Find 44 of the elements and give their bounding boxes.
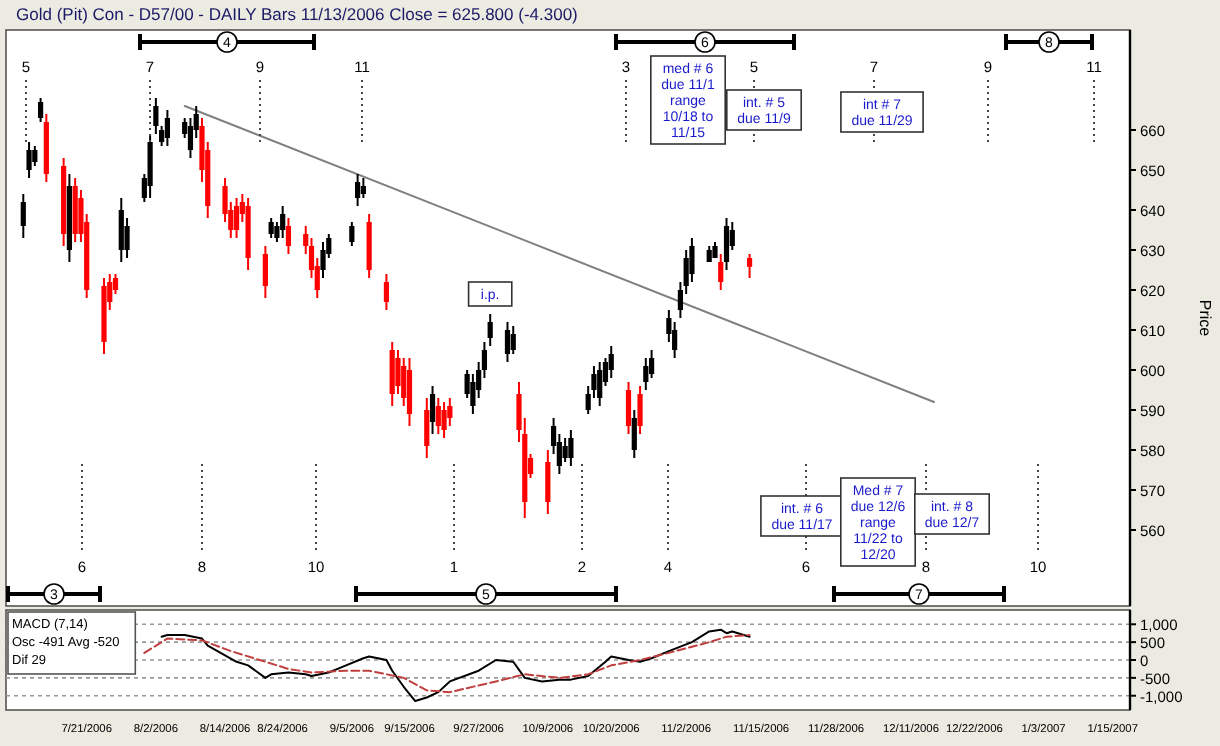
candlestick — [285, 217, 292, 255]
candlestick — [637, 385, 643, 435]
candlestick — [280, 205, 286, 239]
candlestick — [597, 361, 603, 407]
candlestick — [435, 397, 441, 435]
candlestick — [487, 313, 493, 347]
candlestick — [568, 429, 574, 467]
candlestick — [424, 397, 430, 459]
candlestick — [262, 245, 268, 299]
candlestick — [545, 449, 551, 515]
candlestick — [118, 197, 124, 263]
candlestick — [349, 221, 355, 247]
candlestick — [723, 217, 730, 271]
candlestick — [643, 357, 649, 391]
candlestick — [366, 213, 372, 279]
candlestick — [406, 357, 413, 427]
line-series — [160, 628, 751, 703]
candlestick — [72, 177, 78, 243]
candlestick — [268, 217, 274, 239]
candlestick — [389, 341, 395, 407]
candlestick — [355, 173, 361, 207]
candlestick — [360, 177, 366, 199]
candlestick — [608, 345, 614, 379]
candlestick — [746, 253, 753, 279]
chart-title: Gold (Pit) Con - D57/00 - DAILY Bars 11/13/2006 Close = 625.800 (-4.300) — [16, 4, 579, 24]
candlestick — [429, 385, 436, 435]
candlestick — [631, 409, 637, 459]
candlestick — [441, 401, 447, 439]
candlestick — [320, 241, 326, 279]
candlestick — [32, 145, 38, 167]
candlestick — [164, 109, 170, 147]
candlestick — [124, 217, 130, 259]
candlestick — [153, 97, 159, 135]
y-axis-title: Price — [1196, 299, 1214, 338]
candlestick — [37, 97, 44, 123]
candlestick — [233, 197, 240, 239]
candlestick — [383, 273, 390, 311]
line-series — [143, 634, 751, 694]
candlestick — [20, 193, 26, 239]
candlestick — [718, 253, 724, 291]
candlestick — [562, 437, 568, 463]
candlestick — [625, 381, 632, 435]
candlestick — [510, 325, 516, 355]
candlestick — [504, 321, 511, 363]
